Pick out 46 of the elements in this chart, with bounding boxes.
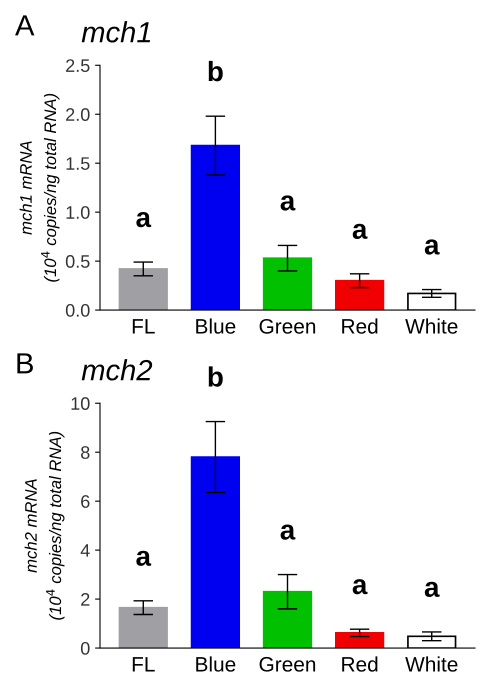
x-tick-label: Green [260,318,316,334]
x-tick-label: Red [342,656,378,672]
bar [262,257,312,310]
x-tick-label: White [405,318,458,334]
bar [190,144,240,310]
bar [262,590,312,648]
text: A [15,15,34,36]
y-tick-label: 0.0 [66,304,90,317]
y-tick-label: 8 [81,446,90,459]
y-tick-label: 2 [81,593,90,606]
y-tick-label: 1.0 [66,206,90,219]
bar [334,632,384,648]
bar [118,268,168,310]
annotation: a [352,579,368,594]
chart-title: mch1 [82,21,150,43]
text: mch1 mRNA (10$^{4}$ copies/ng total RNA) [20,94,60,282]
y-tick-label: 2.5 [66,59,90,72]
y-tick-label: 10 [72,397,90,410]
annotation: a [136,550,152,566]
x-tick-label: Blue [196,318,236,334]
annotation: b [208,60,223,82]
x-tick-label: White [405,656,458,672]
annotation: a [424,239,440,255]
annotation: a [280,195,296,211]
bar [190,456,240,648]
annotation: a [424,582,440,598]
bar [118,606,168,648]
y-tick-label: 4 [80,544,90,557]
annotation: a [136,212,152,228]
x-tick-label: Green [260,656,316,672]
x-tick-label: FL [132,657,155,672]
y-tick-label: 0.5 [66,255,90,268]
chart-title: mch2 [82,359,152,381]
annotation: a [352,224,368,239]
y-tick-label: 2.0 [66,108,90,121]
x-tick-label: Red [342,318,378,334]
y-tick-label: 1.5 [66,157,90,170]
text: mch2 mRNA (10$^{4}$ copies/ng total RNA) [24,432,64,620]
x-tick-label: Blue [196,656,236,672]
text: b [208,366,223,387]
x-tick-label: FL [132,319,155,334]
bar [334,280,384,310]
annotation: a [280,524,296,540]
y-tick-label: 0 [80,642,90,655]
y-tick-label: 6 [81,495,90,508]
text: B [17,353,33,374]
